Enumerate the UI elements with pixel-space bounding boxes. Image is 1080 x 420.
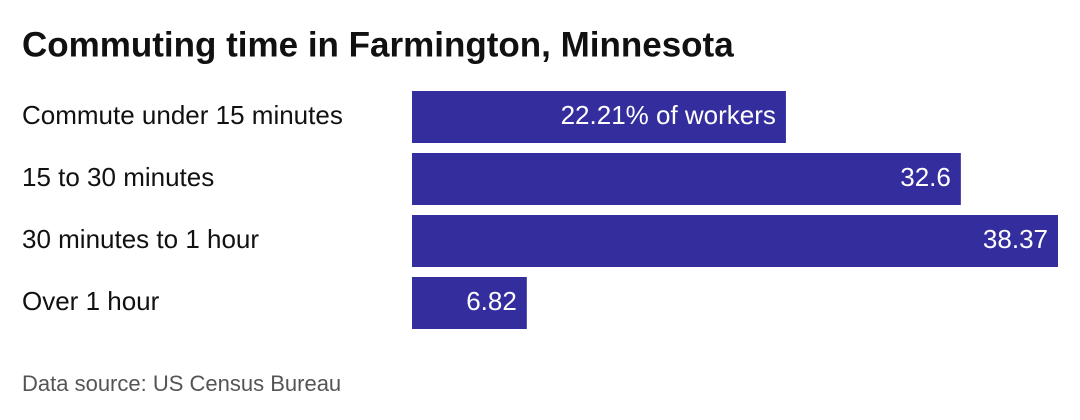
chart-title: Commuting time in Farmington, Minnesota [22, 25, 734, 64]
bar [412, 91, 786, 143]
source-note: Data source: US Census Bureau [22, 371, 341, 396]
category-label: 30 minutes to 1 hour [22, 224, 259, 254]
category-label: Over 1 hour [22, 286, 160, 316]
value-label: 22.21% of workers [561, 100, 776, 130]
value-label: 38.37 [983, 224, 1048, 254]
value-label: 32.6 [900, 162, 951, 192]
category-label: 15 to 30 minutes [22, 162, 214, 192]
value-label: 6.82 [466, 286, 517, 316]
category-label: Commute under 15 minutes [22, 100, 343, 130]
bar [412, 277, 527, 329]
bar [412, 215, 1058, 267]
bar [412, 153, 961, 205]
